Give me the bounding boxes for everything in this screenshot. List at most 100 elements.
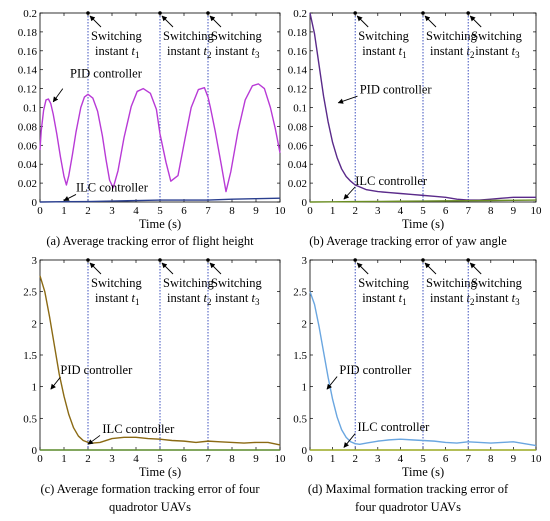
switching-label: Switching [91, 29, 142, 43]
x-tick-label: 5 [420, 453, 426, 465]
x-tick-label: 3 [109, 453, 115, 465]
instant-word: instant [95, 44, 131, 58]
plot-area [39, 259, 281, 451]
switching-marker [86, 258, 90, 262]
chart-panel-c: 0 0.5 1 1.5 2 2.5 3 0 1 2 3 4 5 6 7 8 9 10 Time (s) Switchi… [23, 255, 286, 514]
switching-instant-label: instant t2 [167, 44, 211, 60]
chart-panel-d: 0 0.5 1 1.5 2 2.5 3 0 1 2 3 4 5 6 7 8 9 10 Time (s) Switchi… [293, 255, 542, 514]
switching-arrow [469, 262, 482, 275]
instant-symbol: t [466, 44, 470, 58]
switching-label: Switching [426, 276, 477, 290]
switching-label: Switching [358, 276, 409, 290]
instant-subscript: 3 [255, 297, 260, 307]
instant-subscript: 1 [402, 50, 407, 60]
switching-marker [158, 258, 162, 262]
y-tick-label: 0 [302, 197, 308, 209]
switching-instant-label: instant t3 [475, 44, 520, 60]
switching-marker [353, 258, 358, 262]
instant-subscript: 2 [207, 50, 212, 60]
pid-label: PID controller [70, 66, 143, 80]
pid-arrow [337, 95, 358, 104]
panel-caption: (d) Maximal formation tracking error of [308, 482, 509, 496]
instant-subscript: 2 [470, 297, 475, 307]
switching-instant-label: instant t3 [475, 291, 520, 307]
x-tick-label: 2 [85, 205, 91, 217]
instant-symbol: t [399, 44, 403, 58]
instant-subscript: 1 [135, 297, 140, 307]
switching-label: Switching [163, 276, 214, 290]
y-tick-label: 0.18 [288, 27, 308, 39]
x-tick-label: 0 [307, 453, 313, 465]
x-tick-label: 6 [443, 205, 449, 217]
x-axis-label: Time (s) [139, 465, 181, 479]
switching-marker [466, 11, 471, 15]
switching-arrow [209, 15, 222, 28]
y-tick-label: 0.1 [23, 103, 37, 115]
instant-word: instant [475, 44, 511, 58]
x-tick-label: 3 [109, 205, 115, 217]
instant-word: instant [215, 291, 251, 305]
x-tick-label: 9 [253, 205, 259, 217]
switching-instant-label: instant t3 [215, 44, 260, 60]
x-tick-label: 1 [61, 205, 67, 217]
ilc-label: ILC controller [76, 181, 149, 195]
x-tick-label: 8 [488, 453, 494, 465]
y-tick-label: 1 [32, 382, 38, 394]
instant-word: instant [430, 44, 466, 58]
switching-instant-label: instant t3 [215, 291, 260, 307]
x-tick-label: 3 [375, 205, 381, 217]
pid-label: PID controller [360, 82, 433, 96]
y-tick-label: 0.12 [18, 84, 37, 96]
instant-symbol: t [203, 44, 207, 58]
instant-word: instant [167, 291, 203, 305]
switching-arrow [469, 15, 482, 28]
switching-marker [421, 11, 425, 15]
y-tick-label: 1.5 [293, 350, 307, 362]
instant-word: instant [362, 291, 398, 305]
x-tick-label: 0 [307, 205, 313, 217]
y-tick-label: 2 [32, 318, 38, 330]
chart-panel-a: 0 0.02 0.04 0.06 0.08 0.1 0.12 0.14 0.16 0.18 0.2 0… [18, 8, 286, 248]
panel-caption: (c) Average formation tracking error of … [40, 482, 260, 496]
instant-symbol: t [131, 44, 135, 58]
y-tick-label: 0.04 [288, 159, 308, 171]
switching-label: Switching [211, 276, 262, 290]
instant-symbol: t [399, 291, 403, 305]
y-tick-label: 3 [302, 255, 308, 267]
x-tick-label: 2 [85, 453, 91, 465]
x-tick-label: 9 [511, 453, 517, 465]
x-tick-label: 6 [443, 453, 449, 465]
x-tick-label: 4 [133, 205, 139, 217]
x-axis-label: Time (s) [402, 217, 444, 231]
ilc-label: ILC controller [102, 422, 175, 436]
pid-series-line [309, 12, 536, 201]
panel-caption: (a) Average tracking error of flight hei… [46, 234, 254, 248]
x-tick-label: 2 [352, 453, 358, 465]
ilc-series-line [309, 199, 537, 203]
instant-word: instant [475, 291, 511, 305]
y-tick-label: 3 [32, 255, 38, 267]
x-axis-label: Time (s) [139, 217, 181, 231]
ilc-arrow [63, 194, 77, 201]
x-tick-label: 8 [229, 453, 235, 465]
switching-marker [353, 11, 358, 15]
x-tick-label: 6 [181, 205, 187, 217]
instant-word: instant [215, 44, 251, 58]
pid-label: PID controller [60, 363, 133, 377]
x-tick-label: 0 [37, 453, 43, 465]
y-tick-label: 0.06 [288, 140, 308, 152]
switching-label: Switching [163, 29, 214, 43]
switching-label: Switching [471, 276, 522, 290]
switching-label: Switching [471, 29, 522, 43]
x-tick-label: 8 [229, 205, 235, 217]
ilc-arrow [87, 435, 101, 445]
instant-symbol: t [203, 291, 207, 305]
instant-symbol: t [512, 44, 516, 58]
x-tick-label: 3 [375, 453, 381, 465]
y-tick-label: 0 [302, 445, 308, 457]
x-tick-label: 7 [465, 453, 471, 465]
instant-word: instant [167, 44, 203, 58]
chart-panel-b: 0 0.02 0.04 0.06 0.08 0.1 0.12 0.14 0.16 0.18 0.2 0… [288, 8, 542, 248]
y-tick-label: 1 [302, 382, 308, 394]
